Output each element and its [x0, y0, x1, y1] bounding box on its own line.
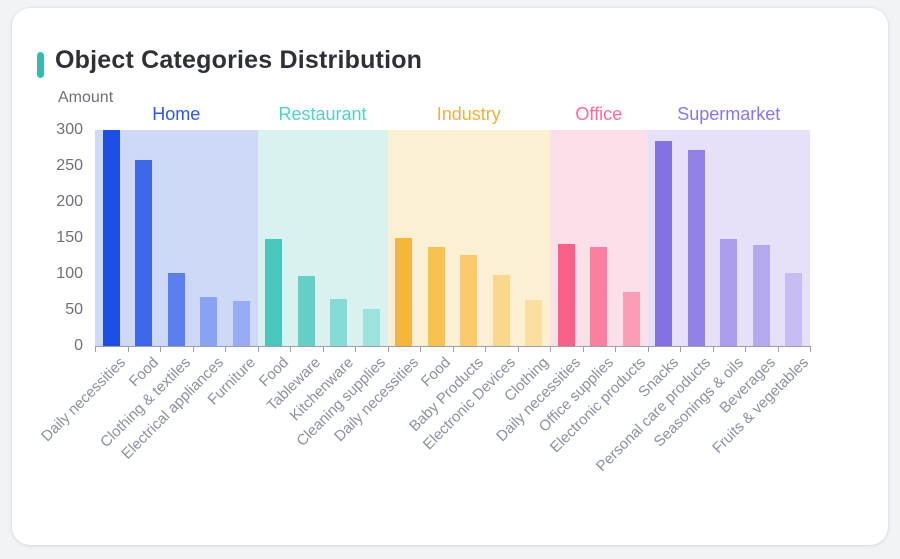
bar-restaurant-tableware[interactable]	[297, 276, 315, 346]
group-label-supermarket: Supermarket	[677, 104, 781, 124]
group-label-office: Office	[575, 104, 623, 124]
bar-home-food[interactable]	[135, 160, 153, 346]
y-tick-label-200: 200	[56, 193, 83, 210]
bar-supermarket-personal-care-products[interactable]	[687, 150, 705, 346]
bar-home-electrical-appliances[interactable]	[200, 297, 218, 346]
x-axis-tick	[290, 346, 291, 352]
group-label-restaurant: Restaurant	[278, 104, 367, 124]
bar-office-daily-necessities[interactable]	[557, 243, 575, 346]
x-axis-tick	[485, 346, 486, 352]
bar-industry-food[interactable]	[427, 246, 445, 346]
x-axis-tick	[452, 346, 454, 352]
y-axis-name: Amount	[58, 89, 114, 106]
bar-restaurant-kitchenware[interactable]	[330, 299, 348, 346]
x-axis-tick	[420, 346, 421, 352]
x-axis-tick	[355, 346, 356, 352]
x-axis-tick	[387, 346, 389, 352]
x-axis-tick	[647, 346, 649, 352]
bar-industry-clothing[interactable]	[525, 299, 543, 346]
y-tick-label-150: 150	[56, 229, 83, 246]
x-axis-tick	[777, 346, 779, 352]
x-axis-tick	[745, 346, 746, 352]
x-axis-tick	[127, 346, 129, 352]
y-tick-label-100: 100	[56, 265, 83, 282]
plot-area: Home Daily necessities Food Clothing & text…	[38, 104, 812, 475]
bar-industry-electronic-devices[interactable]	[492, 274, 510, 346]
chart-card: Object Categories Distribution Amount 0 5…	[12, 8, 888, 545]
y-tick-label-50: 50	[65, 301, 83, 318]
bar-home-daily-necessities[interactable]	[102, 130, 120, 346]
bar-supermarket-beverages[interactable]	[752, 245, 770, 346]
bar-restaurant-cleaning-supplies[interactable]	[362, 309, 380, 346]
group-label-home: Home	[152, 104, 201, 124]
x-axis-tick	[160, 346, 161, 352]
x-axis-tick	[95, 346, 96, 352]
x-axis-tick	[810, 346, 811, 352]
bar-supermarket-fruits-vegetables[interactable]	[785, 273, 803, 346]
bar-industry-baby-products[interactable]	[460, 255, 478, 346]
x-axis-tick	[712, 346, 714, 352]
title-accent-bar	[37, 52, 44, 78]
bar-home-furniture[interactable]	[232, 300, 250, 346]
y-tick-label-0: 0	[74, 337, 83, 354]
bar-home-clothing-textiles[interactable]	[167, 272, 185, 346]
x-axis-tick	[582, 346, 584, 352]
bar-supermarket-snacks[interactable]	[655, 140, 673, 346]
x-axis-tick	[225, 346, 226, 352]
bar-restaurant-food[interactable]	[265, 238, 283, 346]
group-label-industry: Industry	[436, 104, 501, 124]
x-axis-tick	[192, 346, 194, 352]
x-axis-tick	[550, 346, 551, 352]
bar-industry-daily-necessities[interactable]	[395, 238, 413, 346]
y-tick-label-250: 250	[56, 157, 83, 174]
x-axis-tick	[517, 346, 519, 352]
x-axis-tick	[322, 346, 324, 352]
y-tick-label-300: 300	[56, 121, 83, 138]
x-axis-tick	[615, 346, 616, 352]
chart-title: Object Categories Distribution	[55, 46, 423, 74]
bar-supermarket-seasonings-oils[interactable]	[720, 239, 738, 346]
x-axis-tick	[257, 346, 259, 352]
bar-office-office-supplies[interactable]	[590, 246, 608, 346]
x-axis-tick	[680, 346, 681, 352]
bar-office-electronic-products[interactable]	[622, 292, 640, 346]
